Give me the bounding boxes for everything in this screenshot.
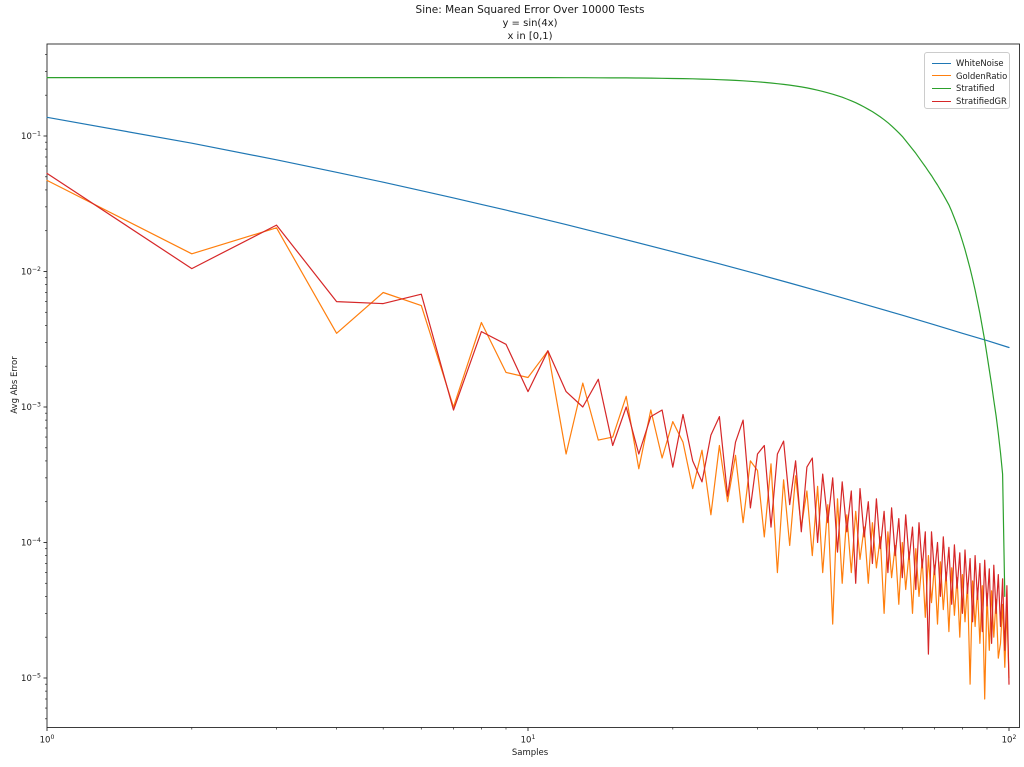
legend-line-sample [932,87,951,89]
tick-label: 102 [1002,734,1017,746]
legend-line-sample [932,75,951,77]
legend-label: Stratified [956,83,995,94]
tick-label: 10−3 [21,402,41,414]
chart-subtitle-equation: y = sin(4x) [502,18,558,29]
legend-label: GoldenRatio [956,70,1008,81]
plot-spines [46,43,1020,728]
tick-label: 10−1 [21,131,41,143]
legend-entry-stratifiedgr: StratifiedGR [932,95,1009,108]
tick-label: 101 [521,734,536,746]
series-line-goldenratio [46,179,1010,700]
x-axis-label: Samples [511,748,549,758]
legend-line-sample [932,100,951,102]
chart-subtitle-domain: x in [0,1) [507,31,553,42]
chart-title: Sine: Mean Squared Error Over 10000 Test… [415,4,645,16]
chart-title-block: Sine: Mean Squared Error Over 10000 Test… [416,3,645,43]
series-line-stratified [46,76,1006,598]
legend-entry-whitenoise: WhiteNoise [932,57,1009,70]
legend-entry-stratified: Stratified [932,82,1009,95]
legend-line-sample [932,62,951,64]
legend-entry-goldenratio: GoldenRatio [932,70,1009,83]
series-line-stratifiedgr [46,172,1010,685]
y-axis-label: Avg Abs Error [10,356,20,414]
tick-label: 10−2 [21,266,41,278]
legend-label: StratifiedGR [956,96,1007,107]
legend-label: WhiteNoise [956,58,1004,69]
series-line-whitenoise [46,116,1010,349]
tick-label: 10−5 [21,673,41,685]
legend: WhiteNoise GoldenRatio Stratified Stratifie… [924,52,1010,109]
tick-label: 10−4 [21,537,41,549]
tick-label: 100 [40,734,55,746]
